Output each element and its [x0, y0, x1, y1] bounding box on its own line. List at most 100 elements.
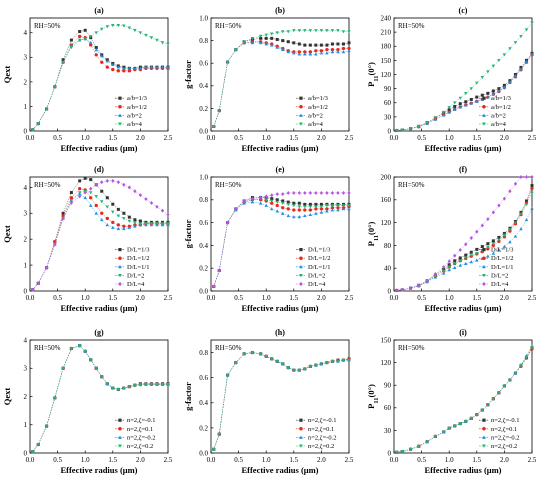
data-point — [269, 199, 274, 203]
data-point — [94, 366, 98, 371]
series-line — [213, 41, 349, 127]
data-point — [475, 413, 479, 417]
y-tick-label: 80 — [384, 242, 392, 250]
data-point — [160, 65, 165, 69]
data-point — [513, 74, 518, 78]
series-line — [396, 22, 533, 131]
data-point — [166, 222, 170, 226]
data-point — [269, 43, 274, 47]
x-axis-label: Effective radius (μm) — [241, 303, 318, 313]
y-tick-label: 0.2 — [199, 424, 208, 432]
data-point — [491, 251, 496, 255]
panel-e: (e) RH=50% 0.0 0.5 1.0 1.5 2.0 2.5 0.0 0.2 0.4 0.6 0… — [183, 165, 354, 313]
data-point — [319, 51, 324, 55]
series-D/L=1/2 — [212, 198, 351, 289]
legend-item: a/b=1/3 — [115, 95, 147, 102]
series-line — [213, 198, 349, 287]
data-point — [286, 50, 291, 54]
legend-item: D/L=1/3 — [479, 247, 513, 254]
data-point — [458, 96, 462, 100]
data-point — [127, 215, 131, 219]
y-tick-label: 2 — [24, 236, 28, 244]
y-tick-label: 0.0 — [199, 449, 208, 457]
legend-label: a/b=4 — [308, 121, 324, 128]
data-point — [347, 358, 351, 362]
series-D/L=1/1 — [31, 192, 170, 292]
legend-label: a/b=2 — [491, 112, 506, 119]
panel-title: (d) — [94, 165, 104, 174]
data-point — [464, 242, 468, 247]
data-point — [469, 416, 474, 421]
plot-frame — [210, 17, 350, 132]
y-tick-label: 0.4 — [199, 242, 208, 250]
rh-annotation: RH=50% — [215, 22, 242, 30]
legend-label: D/L=1/3 — [308, 247, 330, 254]
legend-item: n=2,ζ=0.1 — [115, 426, 153, 433]
data-point — [286, 213, 291, 218]
legend-label: n=2,ζ=-0.2 — [127, 434, 155, 441]
data-point — [400, 450, 405, 454]
data-point — [225, 220, 230, 225]
legend-item: D/L=4 — [296, 281, 326, 288]
data-point — [281, 201, 285, 206]
legend-marker — [299, 264, 303, 269]
data-point — [250, 196, 255, 201]
panel-title: (c) — [459, 6, 468, 15]
data-point — [155, 383, 159, 387]
data-point — [303, 367, 307, 371]
data-point — [458, 102, 462, 106]
data-point — [259, 195, 263, 200]
data-point — [281, 206, 285, 210]
y-axis-label: P11(0°) — [366, 384, 380, 409]
data-point — [292, 41, 296, 45]
data-point — [513, 41, 518, 45]
data-point — [242, 40, 246, 44]
data-point — [292, 204, 296, 208]
data-point — [281, 199, 285, 203]
series-n=2,ζ=0.2 — [395, 346, 534, 455]
data-point — [281, 362, 285, 366]
data-point — [453, 105, 457, 109]
data-point — [319, 202, 323, 206]
data-point — [89, 43, 93, 47]
legend-marker — [118, 105, 122, 109]
data-point — [303, 43, 307, 47]
x-tick-label: 0.5 — [234, 456, 243, 464]
data-point — [447, 108, 451, 112]
data-point — [314, 202, 318, 206]
data-point — [330, 29, 335, 33]
data-point — [292, 51, 296, 55]
data-point — [336, 208, 340, 212]
legend-label: n=2,ζ=0.1 — [127, 426, 153, 433]
data-point — [61, 216, 65, 221]
data-point — [325, 43, 329, 47]
data-point — [116, 207, 120, 211]
data-point — [100, 189, 104, 193]
data-point — [469, 97, 473, 101]
data-point — [69, 198, 74, 203]
y-tick-label: 160 — [381, 196, 392, 204]
data-point — [341, 50, 346, 54]
data-point — [127, 219, 132, 223]
panel-c: (c) RH=50% 0.0 0.5 1.0 1.5 2.0 2.5 0 30 60 90 120 150… — [366, 6, 537, 153]
plot-frame — [393, 339, 533, 454]
legend-item: D/L=2 — [479, 272, 508, 279]
panel-h: (h) RH=50% 0.0 0.5 1.0 1.5 2.0 2.5 0.0 0.2 0.4 0.6 0… — [183, 328, 354, 475]
data-point — [286, 203, 291, 207]
y-tick-label: 0 — [24, 127, 28, 135]
data-point — [341, 30, 346, 34]
data-point — [281, 39, 285, 43]
legend-marker — [299, 418, 303, 422]
data-point — [127, 385, 132, 389]
legend-item: n=2,ζ=0.1 — [479, 426, 517, 433]
data-point — [347, 46, 351, 51]
data-point — [417, 283, 421, 288]
y-tick-label: 30 — [384, 113, 392, 121]
x-tick-label: 0.0 — [390, 294, 399, 302]
series-D/L=4 — [31, 178, 170, 292]
legend-marker — [118, 418, 122, 422]
data-point — [212, 447, 216, 452]
data-point — [442, 267, 446, 271]
legend-marker — [118, 113, 122, 117]
legend-label: a/b=4 — [491, 121, 507, 128]
